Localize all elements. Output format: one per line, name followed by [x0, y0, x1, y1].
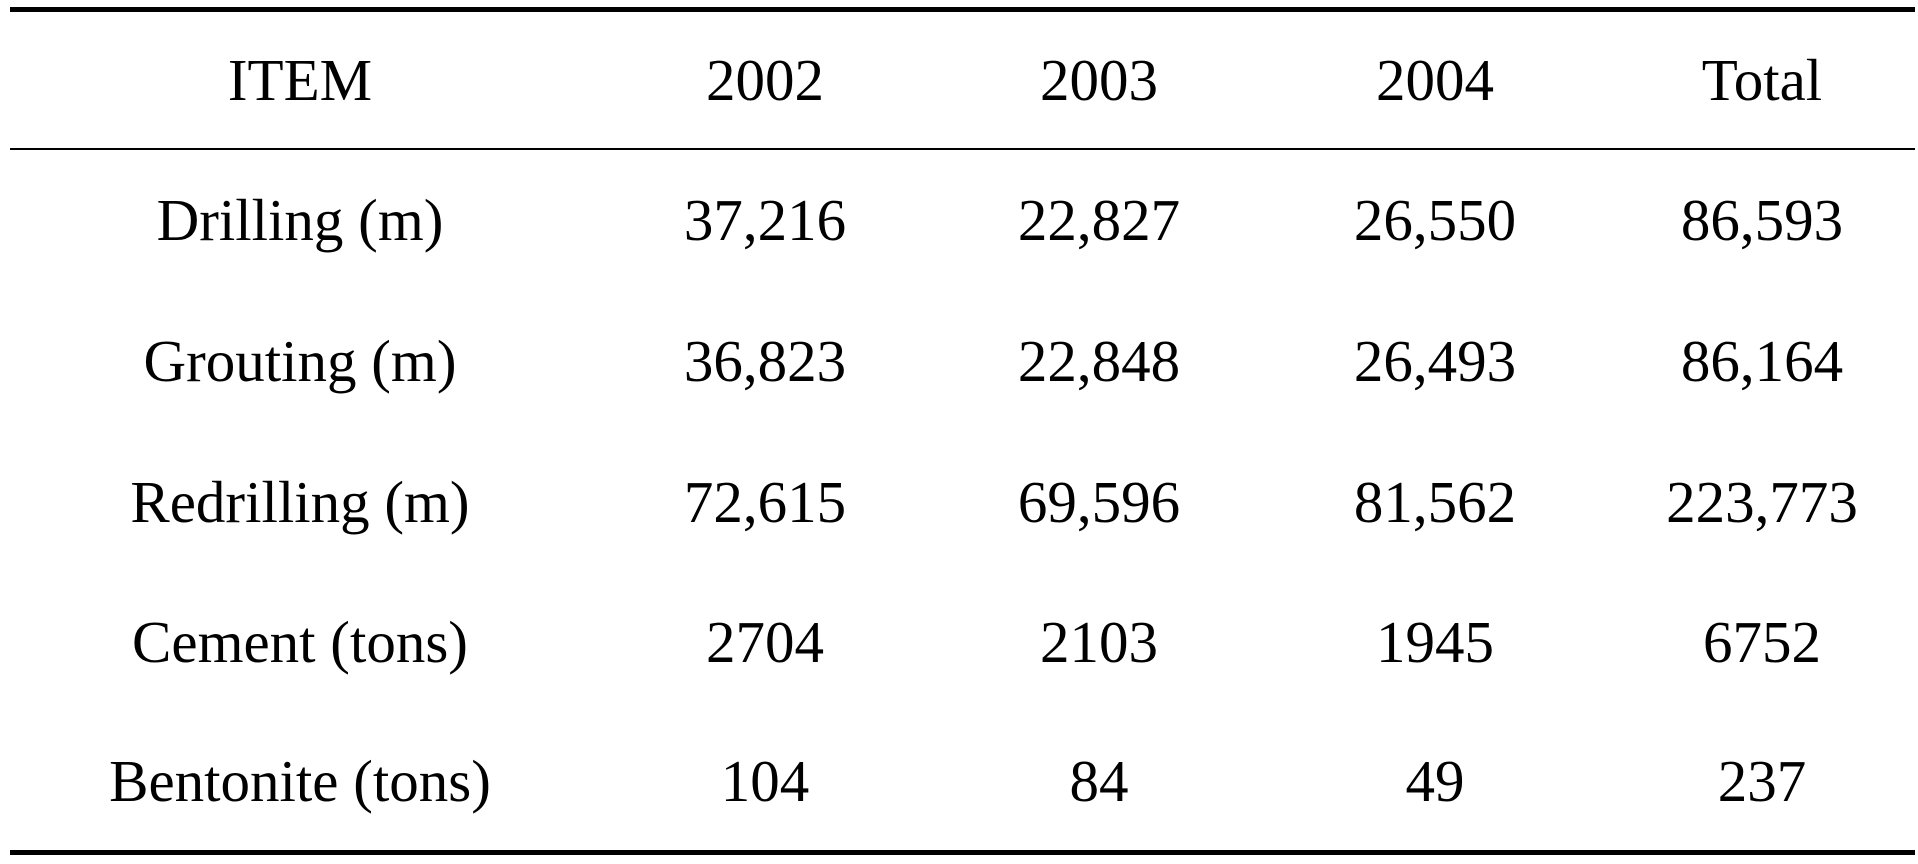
- data-cell: 223,773: [1666, 469, 1858, 535]
- row-label: Drilling (m): [156, 187, 444, 253]
- row-label: Cement (tons): [132, 609, 468, 675]
- bottom-rule: [10, 850, 1915, 855]
- top-rule: [10, 7, 1915, 12]
- data-cell: 2103: [1040, 609, 1158, 675]
- data-cell: 86,593: [1680, 187, 1844, 253]
- header-cell: Total: [1701, 47, 1823, 113]
- row-label: Redrilling (m): [130, 469, 470, 535]
- data-cell: 84: [1069, 748, 1129, 814]
- data-cell: 81,562: [1353, 469, 1517, 535]
- data-cell: 22,827: [1017, 187, 1181, 253]
- data-cell: 1945: [1376, 609, 1494, 675]
- row-label: Bentonite (tons): [109, 748, 491, 814]
- header-cell: 2003: [1040, 47, 1158, 113]
- data-cell: 6752: [1703, 609, 1821, 675]
- data-cell: 2704: [706, 609, 824, 675]
- header-cell: 2002: [706, 47, 824, 113]
- header-cell: 2004: [1376, 47, 1494, 113]
- data-cell: 49: [1405, 748, 1465, 814]
- data-cell: 26,550: [1353, 187, 1517, 253]
- data-cell: 237: [1717, 748, 1807, 814]
- data-cell: 69,596: [1017, 469, 1181, 535]
- data-cell: 36,823: [683, 328, 847, 394]
- header-cell: ITEM: [227, 47, 373, 113]
- data-cell: 37,216: [683, 187, 847, 253]
- header-rule: [10, 148, 1915, 150]
- data-cell: 104: [720, 748, 810, 814]
- data-cell: 86,164: [1680, 328, 1844, 394]
- data-cell: 26,493: [1353, 328, 1517, 394]
- data-cell: 22,848: [1017, 328, 1181, 394]
- row-label: Grouting (m): [143, 328, 457, 394]
- data-cell: 72,615: [683, 469, 847, 535]
